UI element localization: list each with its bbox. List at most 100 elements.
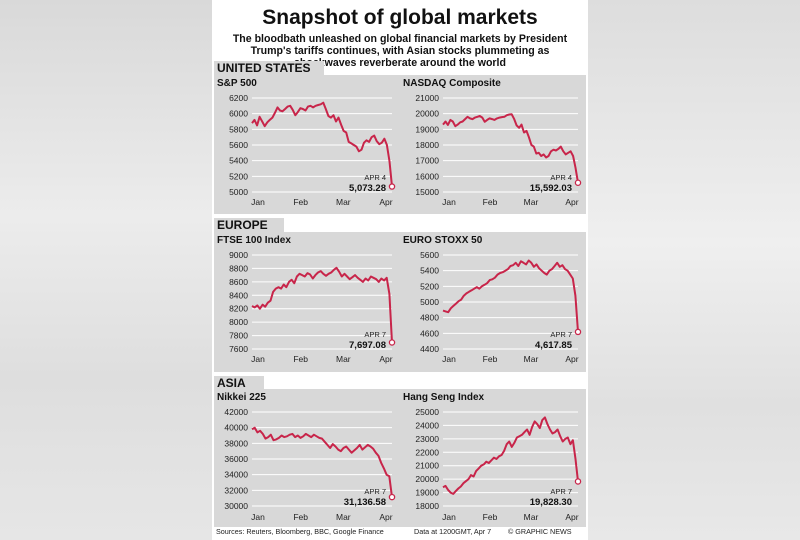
x-tick-label: Mar (524, 512, 539, 522)
x-tick-label: Mar (524, 197, 539, 207)
page-subtitle: The bloodbath unleashed on global financ… (232, 33, 568, 69)
x-tick-label: Apr (565, 197, 578, 207)
chart-title: Nikkei 225 (217, 392, 266, 403)
end-date-label: APR 7 (550, 330, 572, 339)
y-tick-label: 8000 (229, 317, 248, 327)
region-tab-europe-bg (214, 218, 284, 234)
y-tick-label: 6200 (229, 93, 248, 103)
page-title: Snapshot of global markets (262, 6, 538, 29)
x-tick-label: Mar (524, 354, 539, 364)
end-point-marker (388, 493, 396, 501)
y-tick-label: 36000 (224, 454, 248, 464)
y-tick-label: 4800 (420, 313, 439, 323)
end-point-marker (574, 179, 582, 187)
background-blur-left (0, 0, 212, 540)
chart-title: S&P 500 (217, 78, 257, 89)
chart-4: Nikkei 225 30000 32000 34000 36000 38000 40000… (217, 392, 396, 522)
footer-credit: © GRAPHIC NEWS (508, 527, 572, 536)
x-tick-label: Feb (483, 354, 498, 364)
y-tick-label: 8800 (229, 263, 248, 273)
end-date-label: APR 7 (550, 487, 572, 496)
y-tick-label: 5600 (420, 250, 439, 260)
infographic-card: Snapshot of global markets The bloodbath… (212, 0, 588, 540)
end-date-label: APR 4 (550, 173, 572, 182)
end-point-marker (388, 183, 396, 190)
region-label-europe: EUROPE (217, 218, 268, 232)
chart-0: S&P 500 5000 5200 5400 5600 5800 6000 6200 Jan Fe… (217, 78, 396, 207)
y-tick-label: 32000 (224, 485, 248, 495)
end-point-marker (574, 328, 582, 336)
y-tick-label: 4600 (420, 328, 439, 338)
y-tick-label: 5400 (229, 156, 248, 166)
y-tick-label: 21000 (415, 93, 439, 103)
y-tick-label: 9000 (229, 250, 248, 260)
x-tick-label: Jan (251, 354, 265, 364)
chart-3: EURO STOXX 50 4400 4600 4800 5000 5200 5400 560… (403, 235, 582, 364)
end-value-label: 15,592.03 (530, 183, 572, 194)
region-tab-asia-bg (214, 376, 264, 392)
y-tick-label: 4400 (420, 344, 439, 354)
chart-title: FTSE 100 Index (217, 235, 291, 246)
x-tick-label: Jan (442, 197, 456, 207)
x-tick-label: Feb (483, 512, 498, 522)
series-line (442, 259, 579, 332)
charts-canvas: S&P 500 5000 5200 5400 5600 5800 6000 6200 Jan Fe… (217, 78, 582, 522)
x-tick-label: Mar (336, 354, 351, 364)
x-tick-label: Feb (293, 197, 308, 207)
series-line (442, 113, 579, 183)
footer-sources: Sources: Reuters, Bloomberg, BBC, Google… (216, 527, 384, 536)
series-line (442, 416, 579, 495)
end-date-label: APR 4 (364, 173, 386, 182)
x-tick-label: Feb (293, 512, 308, 522)
y-tick-label: 20000 (415, 109, 439, 119)
x-tick-label: Feb (483, 197, 498, 207)
end-point-marker (574, 478, 582, 485)
region-tab-us-bg (214, 61, 324, 77)
y-tick-label: 22000 (415, 447, 439, 457)
x-tick-label: Feb (293, 354, 308, 364)
y-tick-label: 5000 (229, 187, 248, 197)
series-line (251, 101, 393, 187)
series-line (251, 426, 393, 498)
y-tick-label: 25000 (415, 407, 439, 417)
y-tick-label: 21000 (415, 461, 439, 471)
y-tick-label: 15000 (415, 187, 439, 197)
x-tick-label: Jan (251, 197, 265, 207)
chart-title: EURO STOXX 50 (403, 235, 483, 246)
end-value-label: 5,073.28 (349, 183, 386, 194)
x-tick-label: Apr (565, 354, 578, 364)
y-tick-label: 5400 (420, 266, 439, 276)
y-tick-label: 17000 (415, 156, 439, 166)
end-date-label: APR 7 (364, 487, 386, 496)
chart-title: NASDAQ Composite (403, 78, 501, 89)
y-tick-label: 8200 (229, 304, 248, 314)
x-tick-label: Jan (442, 354, 456, 364)
end-point-marker (388, 339, 396, 346)
y-tick-label: 8600 (229, 277, 248, 287)
end-value-label: 19,828.30 (530, 497, 572, 508)
chart-2: FTSE 100 Index 7600 7800 8000 8200 8400 8600 88… (217, 235, 396, 364)
y-tick-label: 19000 (415, 124, 439, 134)
y-tick-label: 18000 (415, 140, 439, 150)
y-tick-label: 7800 (229, 331, 248, 341)
end-value-label: 31,136.58 (344, 497, 386, 508)
x-tick-label: Jan (442, 512, 456, 522)
y-tick-label: 5800 (229, 124, 248, 134)
region-label-asia: ASIA (217, 376, 246, 390)
y-tick-label: 5600 (229, 140, 248, 150)
y-tick-label: 8400 (229, 290, 248, 300)
y-tick-label: 18000 (415, 501, 439, 511)
y-tick-label: 40000 (224, 423, 248, 433)
y-tick-label: 5000 (420, 297, 439, 307)
series-line (251, 266, 393, 343)
y-tick-label: 20000 (415, 474, 439, 484)
y-tick-label: 6000 (229, 109, 248, 119)
x-tick-label: Jan (251, 512, 265, 522)
end-value-label: 7,697.08 (349, 340, 386, 351)
x-tick-label: Mar (336, 197, 351, 207)
chart-1: NASDAQ Composite 15000 16000 17000 18000 1900… (403, 78, 582, 207)
x-tick-label: Apr (565, 512, 578, 522)
y-tick-label: 5200 (420, 281, 439, 291)
end-date-label: APR 7 (364, 330, 386, 339)
footer-data-note: Data at 1200GMT, Apr 7 (414, 527, 492, 536)
